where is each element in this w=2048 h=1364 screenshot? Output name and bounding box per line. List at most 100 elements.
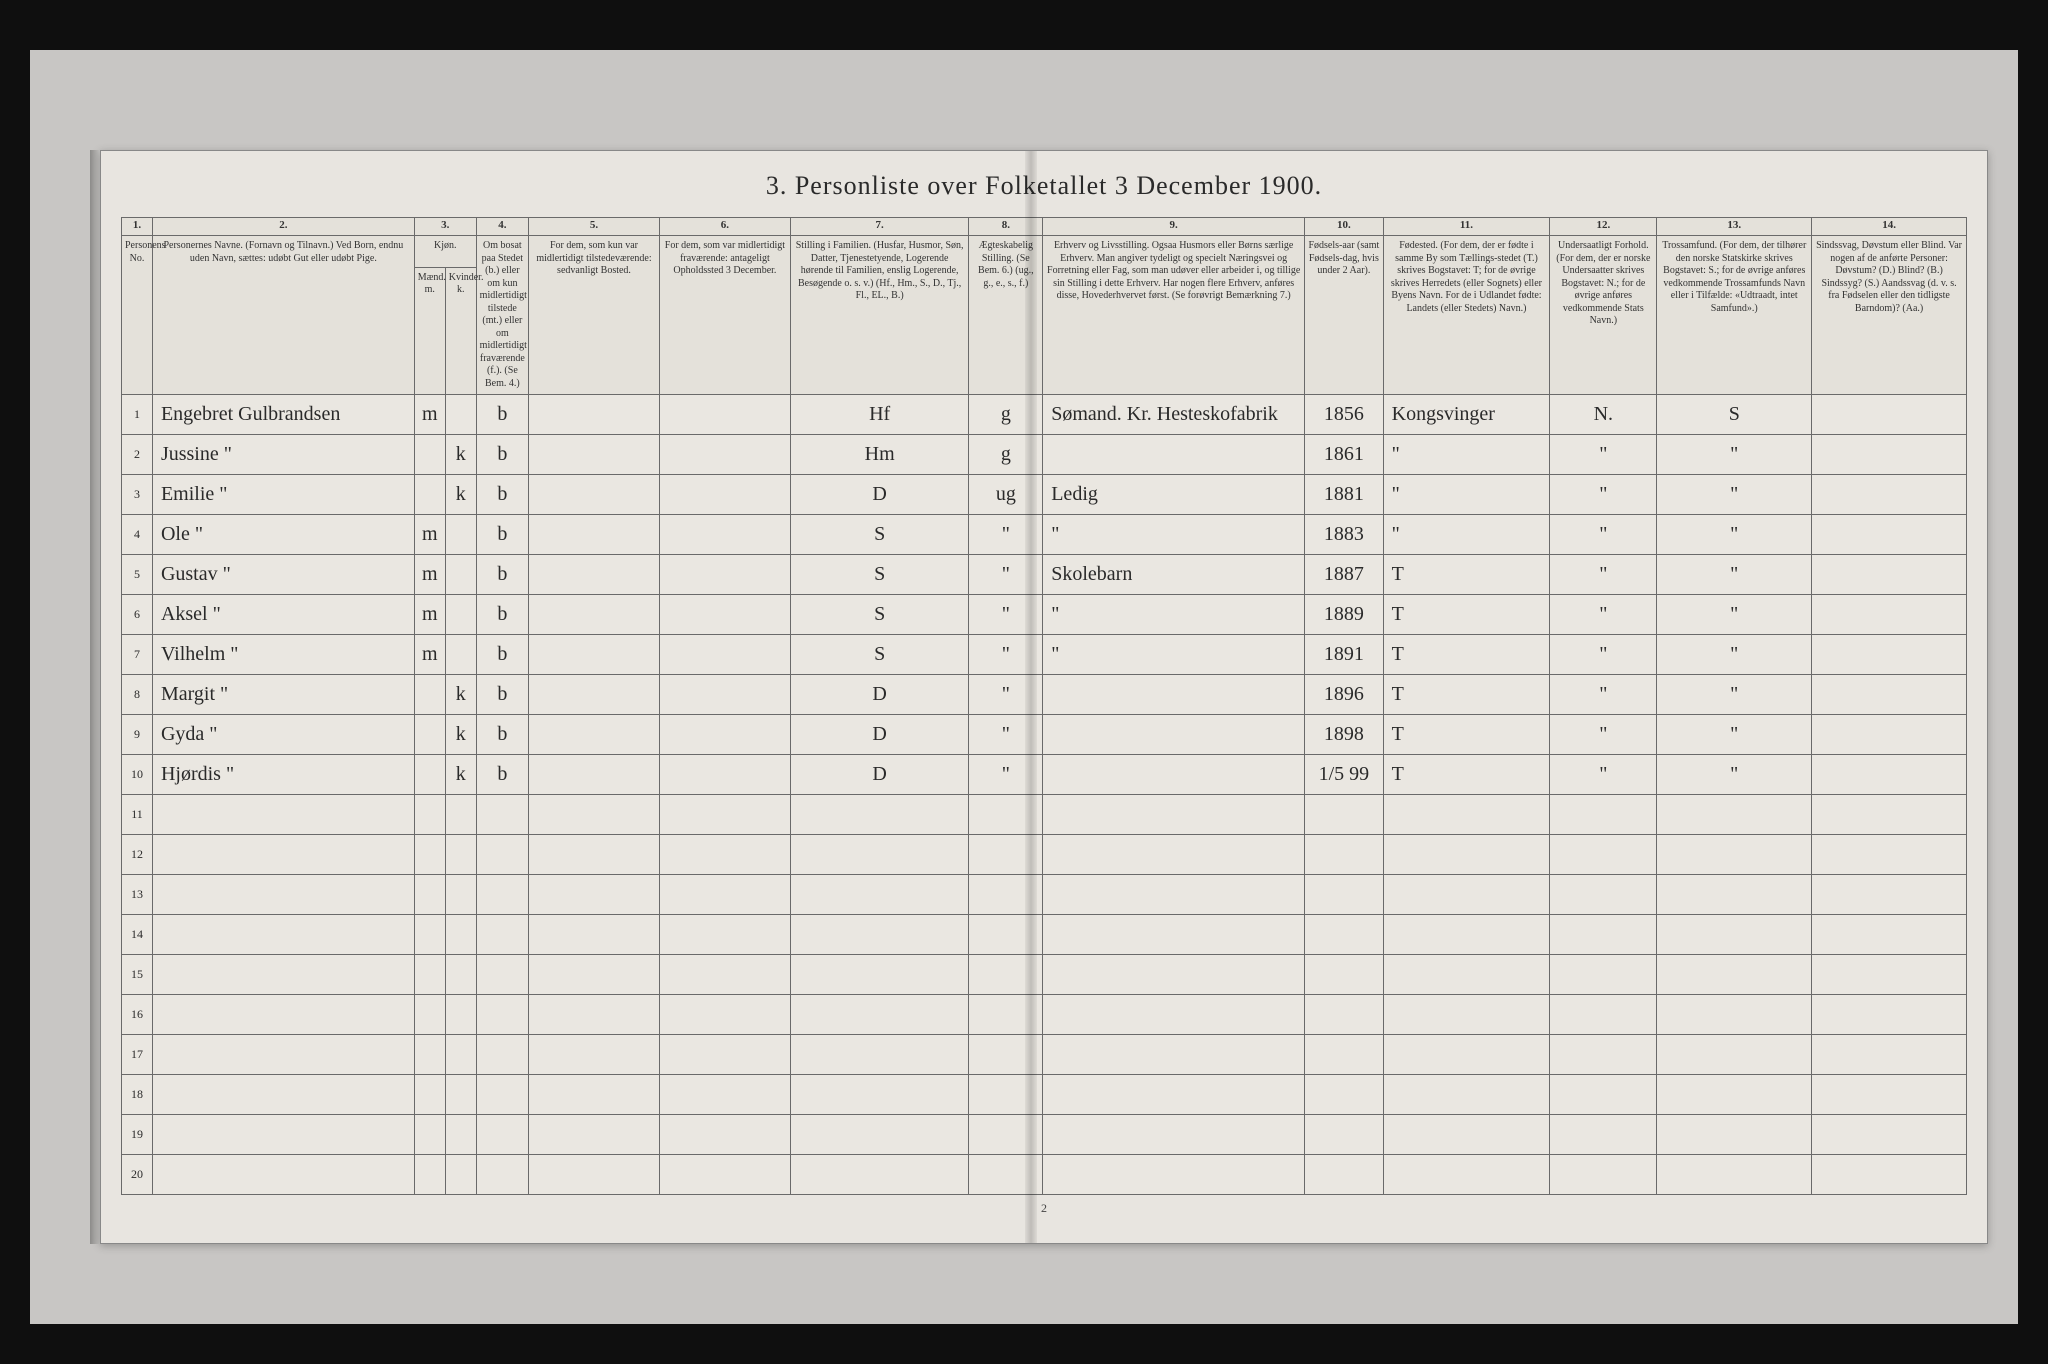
cell-marital: " [969, 635, 1043, 675]
cell-temp-present [529, 555, 660, 595]
cell-male [414, 755, 445, 795]
cell-religion [1657, 915, 1812, 955]
cell-temp-absent [659, 1035, 790, 1075]
cell-temp-absent [659, 955, 790, 995]
cell-family: S [790, 515, 969, 555]
cell-disability [1812, 1035, 1967, 1075]
table-row: 11 [122, 795, 1967, 835]
cell-female [445, 555, 476, 595]
cell-birthplace [1383, 915, 1550, 955]
row-number: 7 [122, 635, 153, 675]
cell-birthplace [1383, 1115, 1550, 1155]
cell-temp-present [529, 995, 660, 1035]
cell-temp-absent [659, 835, 790, 875]
cell-name: Emilie " [152, 475, 414, 515]
edge-shadow [90, 150, 100, 1244]
cell-name [152, 915, 414, 955]
table-row: 12 [122, 835, 1967, 875]
cell-temp-absent [659, 915, 790, 955]
cell-birthplace: T [1383, 675, 1550, 715]
cell-marital: " [969, 755, 1043, 795]
cell-marital [969, 1075, 1043, 1115]
cell-nationality [1550, 995, 1657, 1035]
cell-residence: b [476, 475, 528, 515]
cell-name [152, 795, 414, 835]
cell-religion: " [1657, 475, 1812, 515]
cell-family [790, 955, 969, 995]
cell-female [445, 1115, 476, 1155]
cell-female [445, 835, 476, 875]
cell-female [445, 635, 476, 675]
cell-residence: b [476, 595, 528, 635]
header-temp-present: For dem, som kun var midlertidigt tilste… [529, 236, 660, 395]
cell-disability [1812, 875, 1967, 915]
header-marital: Ægteskabelig Stilling. (Se Bem. 6.) (ug.… [969, 236, 1043, 395]
header-temp-absent: For dem, som var midlertidigt fraværende… [659, 236, 790, 395]
header-name: Personernes Navne. (Fornavn og Tilnavn.)… [152, 236, 414, 395]
cell-temp-present [529, 475, 660, 515]
colnum-9: 9. [1043, 218, 1305, 236]
cell-birthplace [1383, 995, 1550, 1035]
cell-name [152, 875, 414, 915]
cell-temp-absent [659, 395, 790, 435]
cell-temp-present [529, 835, 660, 875]
cell-nationality [1550, 835, 1657, 875]
row-number: 20 [122, 1155, 153, 1195]
colnum-12: 12. [1550, 218, 1657, 236]
cell-male [414, 1035, 445, 1075]
cell-occupation [1043, 675, 1305, 715]
cell-temp-present [529, 635, 660, 675]
header-birthyear: Fødsels-aar (samt Fødsels-dag, hvis unde… [1305, 236, 1384, 395]
cell-occupation [1043, 715, 1305, 755]
cell-residence: b [476, 635, 528, 675]
cell-temp-present [529, 875, 660, 915]
census-document: 3. Personliste over Folketallet 3 Decemb… [100, 150, 1988, 1244]
cell-disability [1812, 595, 1967, 635]
cell-temp-absent [659, 875, 790, 915]
cell-female [445, 595, 476, 635]
cell-birthyear: 1898 [1305, 715, 1384, 755]
cell-name: Hjørdis " [152, 755, 414, 795]
colnum-1: 1. [122, 218, 153, 236]
cell-birthyear [1305, 875, 1384, 915]
cell-marital [969, 835, 1043, 875]
cell-religion [1657, 995, 1812, 1035]
cell-family [790, 1155, 969, 1195]
cell-residence [476, 1115, 528, 1155]
cell-birthplace: " [1383, 435, 1550, 475]
cell-female [445, 955, 476, 995]
cell-residence [476, 795, 528, 835]
cell-occupation: " [1043, 635, 1305, 675]
cell-birthyear: 1891 [1305, 635, 1384, 675]
cell-nationality [1550, 955, 1657, 995]
cell-residence [476, 835, 528, 875]
cell-nationality [1550, 915, 1657, 955]
cell-occupation [1043, 795, 1305, 835]
cell-occupation [1043, 875, 1305, 915]
cell-temp-present [529, 1115, 660, 1155]
table-row: 3Emilie "kbDugLedig1881""" [122, 475, 1967, 515]
cell-male: m [414, 515, 445, 555]
cell-religion: " [1657, 755, 1812, 795]
cell-residence: b [476, 515, 528, 555]
cell-name [152, 1115, 414, 1155]
cell-occupation [1043, 1115, 1305, 1155]
cell-religion [1657, 955, 1812, 995]
cell-disability [1812, 1155, 1967, 1195]
cell-name [152, 955, 414, 995]
cell-religion [1657, 1155, 1812, 1195]
cell-family: Hf [790, 395, 969, 435]
cell-nationality: " [1550, 515, 1657, 555]
cell-nationality: N. [1550, 395, 1657, 435]
cell-religion: " [1657, 515, 1812, 555]
cell-birthyear [1305, 1115, 1384, 1155]
cell-religion [1657, 1075, 1812, 1115]
cell-female: k [445, 475, 476, 515]
colnum-8: 8. [969, 218, 1043, 236]
cell-temp-present [529, 1035, 660, 1075]
cell-female: k [445, 755, 476, 795]
cell-disability [1812, 835, 1967, 875]
cell-name: Vilhelm " [152, 635, 414, 675]
cell-residence [476, 875, 528, 915]
table-row: 1Engebret GulbrandsenmbHfgSømand. Kr. He… [122, 395, 1967, 435]
